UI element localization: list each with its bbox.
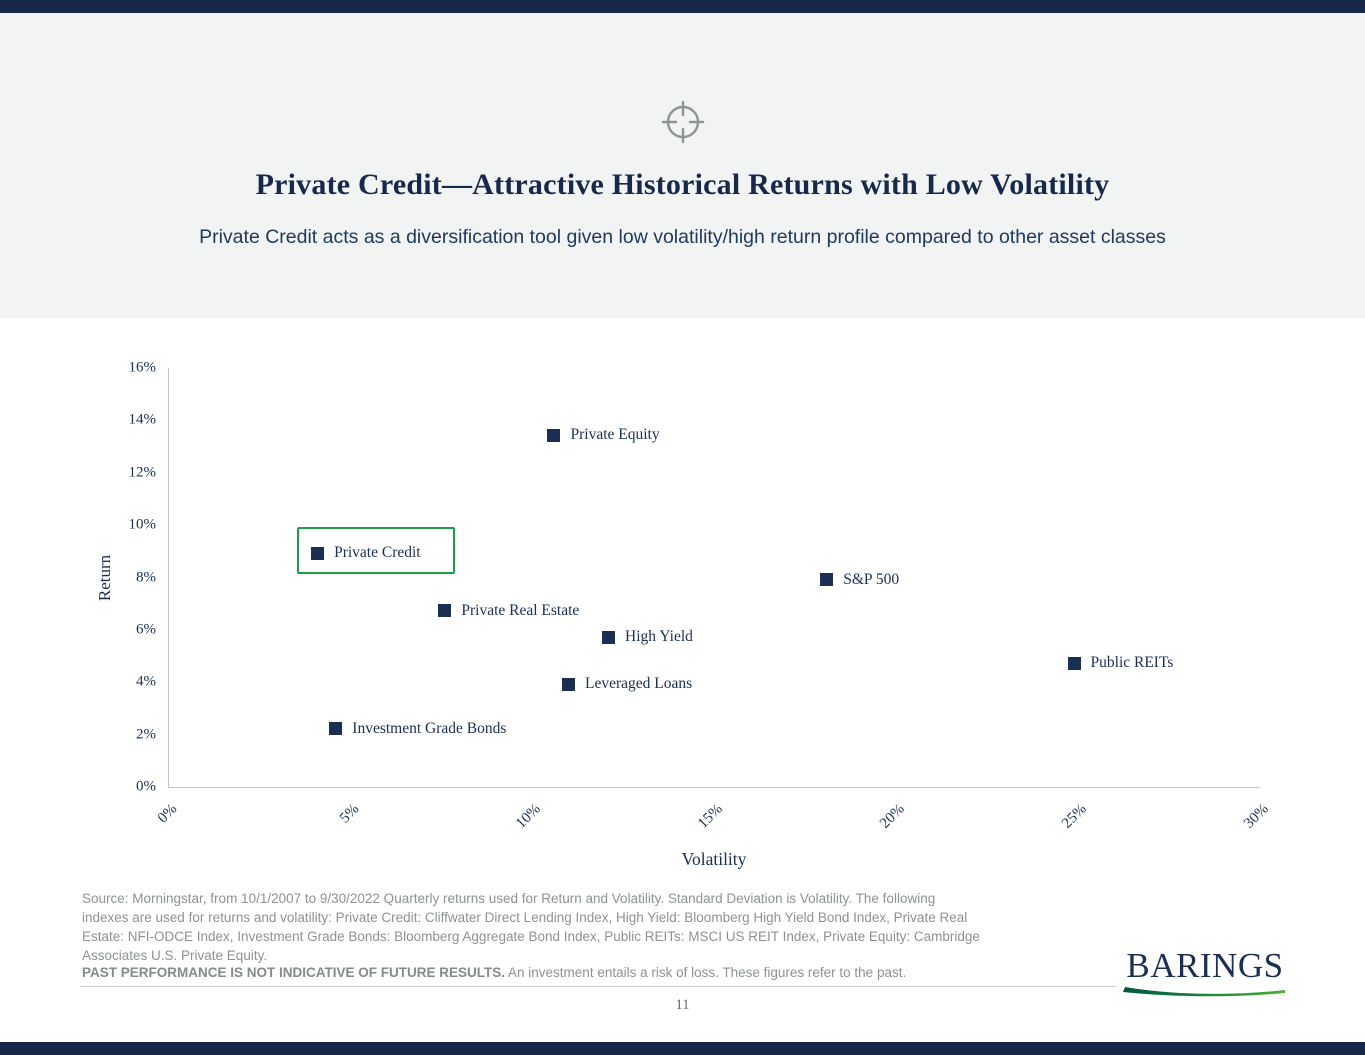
y-tick-label: 10% bbox=[128, 516, 157, 533]
point-label: Public REITs bbox=[1090, 654, 1174, 672]
source-line: Associates U.S. Private Equity. bbox=[82, 948, 268, 963]
source-line: Estate: NFI-ODCE Index, Investment Grade… bbox=[82, 929, 980, 944]
bottom-border-bar bbox=[0, 1042, 1365, 1055]
slide-title: Private Credit—Attractive Historical Ret… bbox=[255, 168, 1110, 201]
scatter-point-private-credit: Private Credit bbox=[311, 544, 421, 562]
top-border-bar bbox=[0, 0, 1365, 13]
y-tick-label: 16% bbox=[128, 359, 157, 376]
point-marker bbox=[602, 630, 616, 644]
scatter-point-private-real-estate: Private Real Estate bbox=[438, 602, 579, 620]
x-tick-label: 10% bbox=[513, 801, 544, 832]
y-tick-label: 8% bbox=[136, 569, 156, 585]
scatter-point-private-equity: Private Equity bbox=[547, 426, 660, 444]
logo-swoosh-icon bbox=[1123, 987, 1285, 997]
plot-area: 0% 5% 10% 15% 20% 25% 30% 0% 2% 4% 6% 8% 10% 12% 14% 1… bbox=[129, 360, 1272, 832]
scatter-point-high-yield: High Yield bbox=[602, 628, 693, 646]
point-marker bbox=[820, 573, 834, 586]
disclaimer: PAST PERFORMANCE IS NOT INDICATIVE OF FU… bbox=[82, 965, 1127, 980]
point-label: High Yield bbox=[625, 628, 693, 646]
barings-logo: BARINGS bbox=[1123, 948, 1287, 998]
x-tick-label: 30% bbox=[1240, 801, 1272, 832]
point-marker bbox=[547, 428, 561, 442]
point-label: Investment Grade Bonds bbox=[352, 719, 507, 737]
source-line: indexes are used for returns and volatil… bbox=[82, 910, 968, 925]
x-tick-label: 15% bbox=[695, 801, 726, 832]
page-number: 11 bbox=[675, 997, 690, 1013]
point-marker bbox=[562, 677, 576, 691]
barings-wordmark: BARINGS bbox=[1126, 946, 1284, 985]
y-tick-label: 6% bbox=[136, 621, 156, 638]
scatter-point-public-reits: Public REITs bbox=[1067, 654, 1174, 672]
x-tick-label: 20% bbox=[876, 801, 908, 832]
highlight-box bbox=[297, 527, 456, 575]
y-tick-label: 14% bbox=[128, 411, 157, 428]
slide-header: Private Credit—Attractive Historical Ret… bbox=[0, 13, 1365, 318]
point-label: S&P 500 bbox=[843, 570, 900, 588]
source-line: Source: Morningstar, from 10/1/2007 to 9… bbox=[82, 891, 936, 906]
point-label: Private Credit bbox=[334, 544, 421, 562]
y-tick-label: 4% bbox=[136, 673, 156, 690]
point-label: Leveraged Loans bbox=[585, 675, 693, 693]
y-axis-title: Return bbox=[95, 554, 114, 602]
scatter-point-leveraged-loans: Leveraged Loans bbox=[562, 675, 692, 693]
point-marker bbox=[311, 546, 325, 560]
x-tick-label: 5% bbox=[336, 801, 363, 827]
y-tick-label: 2% bbox=[136, 726, 156, 743]
y-tick-label: 0% bbox=[136, 778, 156, 795]
point-label: Private Equity bbox=[570, 426, 660, 444]
x-tick-label: 0% bbox=[154, 801, 181, 827]
slide-subtitle: Private Credit acts as a diversification… bbox=[199, 226, 1166, 248]
disclaimer-bold: PAST PERFORMANCE IS NOT INDICATIVE OF FU… bbox=[82, 965, 506, 980]
point-marker bbox=[329, 722, 343, 736]
source-text: Source: Morningstar, from 10/1/2007 to 9… bbox=[82, 889, 1127, 965]
scatter-point-investment-grade-bonds: Investment Grade Bonds bbox=[329, 720, 506, 738]
x-tick-label: 25% bbox=[1058, 801, 1090, 832]
point-label: Private Real Estate bbox=[461, 601, 580, 619]
y-tick-label: 12% bbox=[128, 464, 157, 481]
x-axis-title: Volatility bbox=[681, 849, 747, 869]
point-marker bbox=[438, 604, 452, 618]
footer-divider bbox=[80, 986, 1116, 987]
disclaimer-rest: An investment entails a risk of loss. Th… bbox=[505, 965, 907, 980]
point-marker bbox=[1067, 656, 1081, 670]
target-crosshair-icon bbox=[0, 96, 1365, 153]
scatter-point-s-p-500: S&P 500 bbox=[820, 571, 899, 589]
